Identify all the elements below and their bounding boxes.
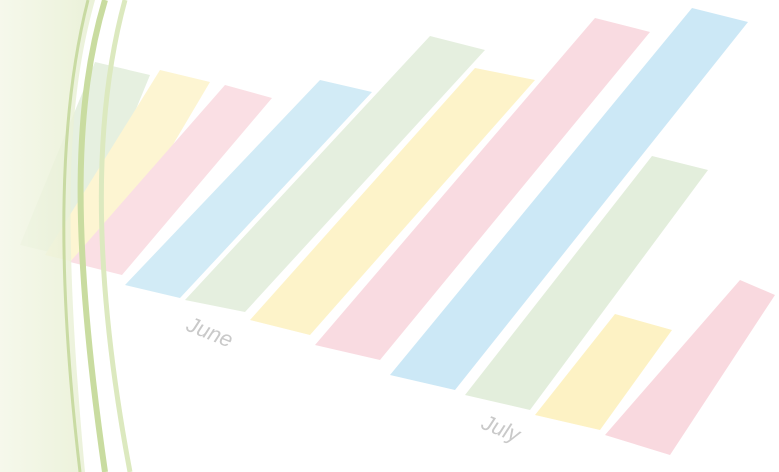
decorative-bars [20,8,775,455]
bar-shape [605,280,775,455]
swoosh-line [62,0,90,472]
swoosh-line [77,0,108,472]
bar-shape [70,85,272,275]
bar-shape [390,8,748,390]
bar-shape [185,36,485,312]
swoosh-fill [0,0,95,472]
bar-shape [465,156,708,410]
swoosh-line [98,0,133,472]
bar-shape [125,80,372,298]
bar-shape [535,314,672,430]
bar-shape [45,70,210,268]
left-swoosh [0,0,133,472]
bar-shape [250,68,535,335]
bar-shape [315,18,650,360]
